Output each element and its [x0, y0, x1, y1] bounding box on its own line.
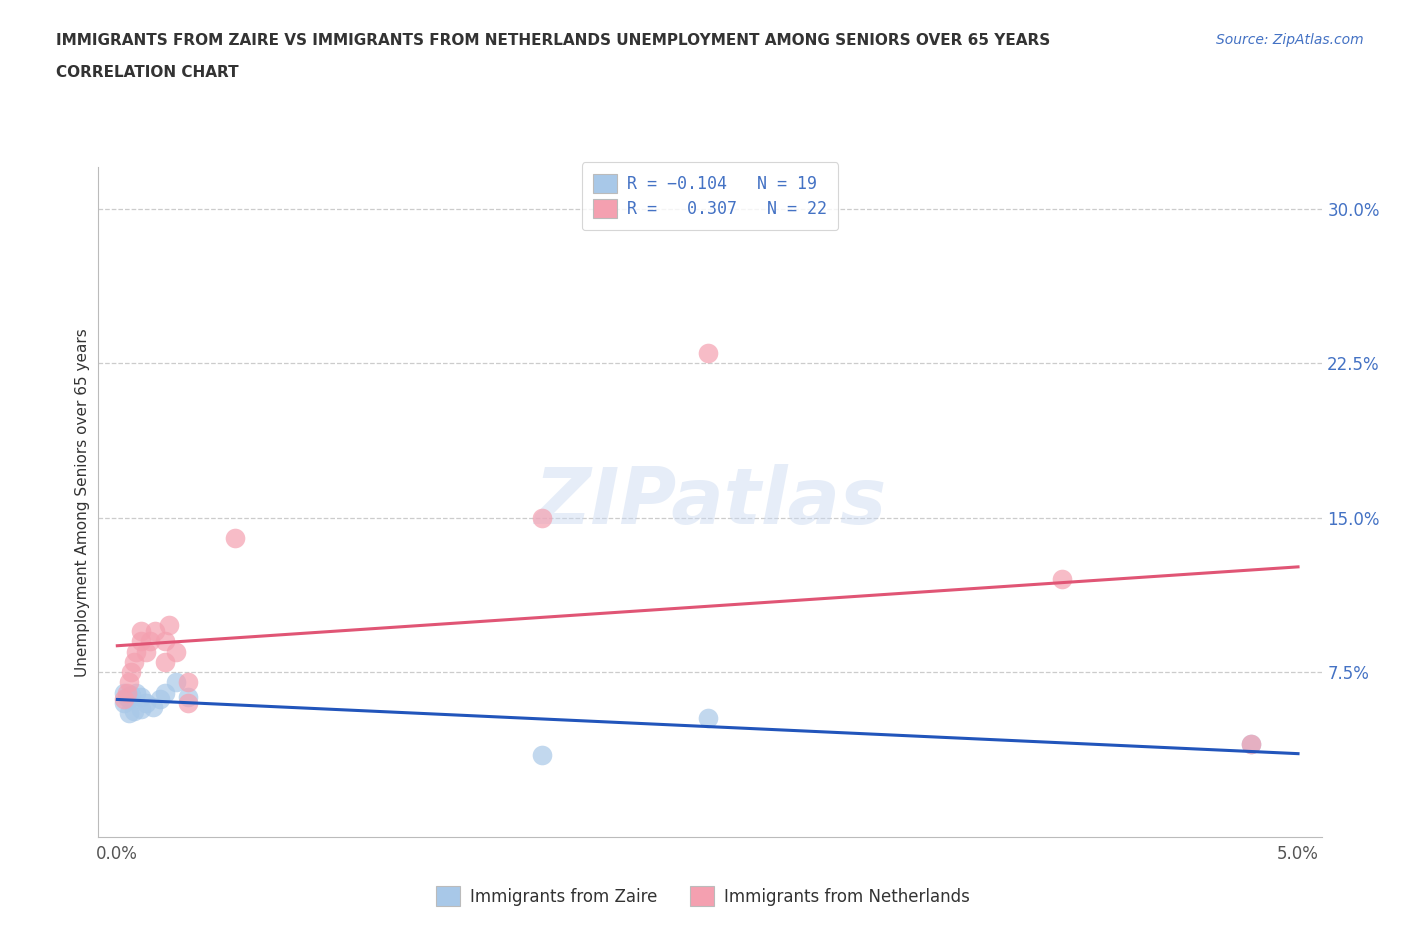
Point: [165, 644, 187, 659]
Legend: Immigrants from Zaire, Immigrants from Netherlands: Immigrants from Zaire, Immigrants from N…: [430, 880, 976, 912]
Point: [129, 623, 152, 638]
Point: [531, 511, 554, 525]
Point: [165, 675, 187, 690]
Legend: R = −0.104   N = 19, R =   0.307   N = 22: R = −0.104 N = 19, R = 0.307 N = 22: [582, 163, 838, 230]
Point: [142, 699, 165, 714]
Point: [121, 687, 143, 702]
Point: [125, 644, 148, 659]
Point: [135, 696, 157, 711]
Text: Source: ZipAtlas.com: Source: ZipAtlas.com: [1216, 33, 1364, 46]
Point: [122, 655, 145, 670]
Point: [121, 665, 143, 680]
Point: [696, 711, 718, 725]
Point: [157, 618, 180, 632]
Point: [135, 644, 157, 659]
Point: [153, 634, 176, 649]
Point: [177, 675, 200, 690]
Point: [153, 685, 176, 700]
Point: [112, 692, 135, 707]
Point: [129, 702, 152, 717]
Point: [115, 685, 138, 700]
Point: [129, 634, 152, 649]
Point: [153, 655, 176, 670]
Point: [112, 696, 135, 711]
Point: [122, 704, 145, 719]
Point: [115, 689, 138, 704]
Point: [531, 747, 554, 762]
Y-axis label: Unemployment Among Seniors over 65 years: Unemployment Among Seniors over 65 years: [75, 328, 90, 677]
Point: [1240, 737, 1263, 751]
Point: [224, 531, 246, 546]
Text: ZIPatlas: ZIPatlas: [534, 464, 886, 540]
Point: [125, 685, 148, 700]
Point: [129, 689, 152, 704]
Point: [1050, 572, 1073, 587]
Point: [118, 675, 141, 690]
Point: [1240, 737, 1263, 751]
Point: [696, 345, 718, 360]
Text: CORRELATION CHART: CORRELATION CHART: [56, 65, 239, 80]
Point: [177, 689, 200, 704]
Text: IMMIGRANTS FROM ZAIRE VS IMMIGRANTS FROM NETHERLANDS UNEMPLOYMENT AMONG SENIORS : IMMIGRANTS FROM ZAIRE VS IMMIGRANTS FROM…: [56, 33, 1050, 47]
Point: [143, 623, 166, 638]
Point: [149, 692, 172, 707]
Point: [118, 692, 141, 707]
Point: [177, 696, 200, 711]
Point: [112, 685, 135, 700]
Point: [118, 706, 141, 721]
Point: [139, 634, 162, 649]
